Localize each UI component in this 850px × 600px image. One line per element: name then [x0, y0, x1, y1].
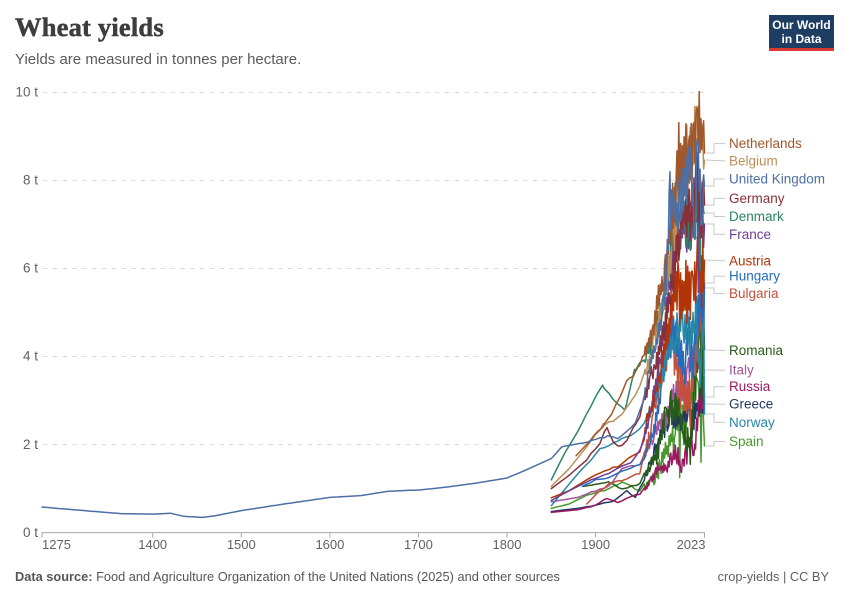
svg-text:1400: 1400 [138, 537, 167, 552]
svg-text:10 t: 10 t [15, 85, 38, 100]
svg-text:Netherlands: Netherlands [729, 136, 802, 151]
svg-text:1275: 1275 [42, 537, 71, 552]
svg-text:2 t: 2 t [23, 437, 38, 452]
svg-text:6 t: 6 t [23, 261, 38, 276]
svg-text:Greece: Greece [729, 397, 773, 412]
svg-text:1900: 1900 [581, 537, 610, 552]
svg-text:4 t: 4 t [23, 349, 38, 364]
svg-text:Germany: Germany [729, 191, 785, 206]
svg-text:Russia: Russia [729, 379, 771, 394]
svg-text:Denmark: Denmark [729, 209, 784, 224]
svg-text:United Kingdom: United Kingdom [729, 172, 825, 187]
svg-text:Belgium: Belgium [729, 154, 778, 169]
svg-text:8 t: 8 t [23, 173, 38, 188]
svg-text:2023: 2023 [677, 537, 706, 552]
svg-text:Romania: Romania [729, 343, 784, 358]
svg-text:1500: 1500 [227, 537, 256, 552]
svg-text:1600: 1600 [315, 537, 344, 552]
svg-text:1800: 1800 [493, 537, 522, 552]
svg-text:Norway: Norway [729, 415, 775, 430]
svg-text:Austria: Austria [729, 254, 772, 269]
svg-text:0 t: 0 t [23, 525, 38, 540]
svg-text:Spain: Spain [729, 434, 764, 449]
svg-text:France: France [729, 227, 771, 242]
svg-text:Hungary: Hungary [729, 269, 780, 284]
svg-text:1700: 1700 [404, 537, 433, 552]
svg-text:Bulgaria: Bulgaria [729, 286, 779, 301]
svg-text:Italy: Italy [729, 363, 754, 378]
